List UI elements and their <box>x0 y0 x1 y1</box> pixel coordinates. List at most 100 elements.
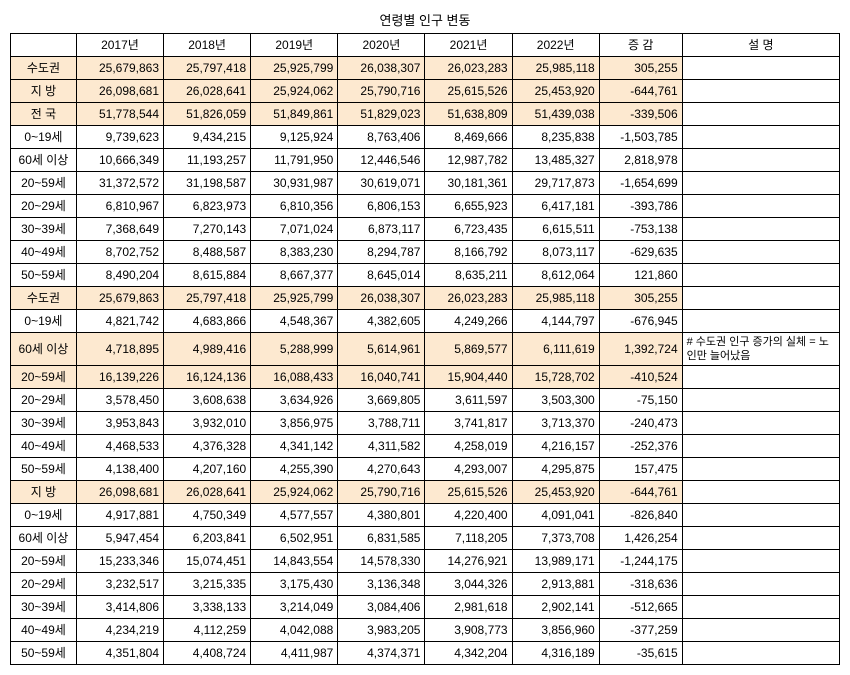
cell-value: 8,702,752 <box>76 241 163 264</box>
cell-value: 7,118,205 <box>425 527 512 550</box>
population-table: 2017년 2018년 2019년 2020년 2021년 2022년 증 감 … <box>10 33 840 665</box>
cell-value: 6,615,511 <box>512 218 599 241</box>
row-label: 20~59세 <box>11 366 77 389</box>
cell-diff: -826,840 <box>599 504 682 527</box>
cell-value: 8,294,787 <box>338 241 425 264</box>
cell-value: 8,166,792 <box>425 241 512 264</box>
cell-note: # 수도권 인구 증가의 실체 = 노인만 늘어났음 <box>682 333 839 366</box>
cell-value: 3,136,348 <box>338 573 425 596</box>
cell-diff: 2,818,978 <box>599 149 682 172</box>
table-row: 40~49세4,234,2194,112,2594,042,0883,983,2… <box>11 619 840 642</box>
cell-value: 8,235,838 <box>512 126 599 149</box>
row-label: 20~59세 <box>11 550 77 573</box>
table-row: 0~19세4,821,7424,683,8664,548,3674,382,60… <box>11 310 840 333</box>
row-label: 지 방 <box>11 481 77 504</box>
cell-value: 25,985,118 <box>512 57 599 80</box>
cell-note <box>682 149 839 172</box>
table-row: 수도권25,679,86325,797,41825,925,79926,038,… <box>11 57 840 80</box>
table-row: 20~29세6,810,9676,823,9736,810,3566,806,1… <box>11 195 840 218</box>
cell-value: 8,488,587 <box>164 241 251 264</box>
cell-value: 25,679,863 <box>76 287 163 310</box>
cell-value: 6,823,973 <box>164 195 251 218</box>
row-label: 20~29세 <box>11 195 77 218</box>
cell-note <box>682 366 839 389</box>
header-year: 2022년 <box>512 34 599 57</box>
cell-value: 25,925,799 <box>251 287 338 310</box>
cell-value: 26,038,307 <box>338 57 425 80</box>
cell-value: 3,856,975 <box>251 412 338 435</box>
cell-diff: 121,860 <box>599 264 682 287</box>
cell-value: 5,288,999 <box>251 333 338 366</box>
cell-value: 4,376,328 <box>164 435 251 458</box>
header-year: 2020년 <box>338 34 425 57</box>
cell-value: 4,295,875 <box>512 458 599 481</box>
table-row: 20~29세3,578,4503,608,6383,634,9263,669,8… <box>11 389 840 412</box>
cell-value: 4,255,390 <box>251 458 338 481</box>
cell-value: 6,810,967 <box>76 195 163 218</box>
cell-value: 26,023,283 <box>425 287 512 310</box>
cell-diff: -644,761 <box>599 80 682 103</box>
cell-value: 3,215,335 <box>164 573 251 596</box>
cell-value: 4,216,157 <box>512 435 599 458</box>
table-row: 20~59세16,139,22616,124,13616,088,43316,0… <box>11 366 840 389</box>
cell-value: 4,316,189 <box>512 642 599 665</box>
row-label: 60세 이상 <box>11 527 77 550</box>
header-note: 설 명 <box>682 34 839 57</box>
cell-diff: -629,635 <box>599 241 682 264</box>
cell-value: 3,856,960 <box>512 619 599 642</box>
cell-value: 3,611,597 <box>425 389 512 412</box>
cell-value: 7,373,708 <box>512 527 599 550</box>
cell-value: 4,270,643 <box>338 458 425 481</box>
cell-note <box>682 57 839 80</box>
cell-value: 15,904,440 <box>425 366 512 389</box>
cell-value: 31,372,572 <box>76 172 163 195</box>
cell-value: 6,502,951 <box>251 527 338 550</box>
cell-value: 3,908,773 <box>425 619 512 642</box>
cell-value: 16,040,741 <box>338 366 425 389</box>
cell-value: 13,989,171 <box>512 550 599 573</box>
cell-value: 25,615,526 <box>425 481 512 504</box>
cell-note <box>682 527 839 550</box>
cell-value: 8,612,064 <box>512 264 599 287</box>
cell-value: 3,338,133 <box>164 596 251 619</box>
cell-value: 25,797,418 <box>164 57 251 80</box>
cell-value: 3,669,805 <box>338 389 425 412</box>
cell-value: 3,788,711 <box>338 412 425 435</box>
cell-value: 25,924,062 <box>251 481 338 504</box>
table-row: 30~39세3,953,8433,932,0103,856,9753,788,7… <box>11 412 840 435</box>
table-row: 지 방26,098,68126,028,64125,924,06225,790,… <box>11 481 840 504</box>
table-row: 20~29세3,232,5173,215,3353,175,4303,136,3… <box>11 573 840 596</box>
cell-value: 4,750,349 <box>164 504 251 527</box>
cell-value: 4,468,533 <box>76 435 163 458</box>
cell-value: 14,276,921 <box>425 550 512 573</box>
cell-value: 4,374,371 <box>338 642 425 665</box>
cell-diff: 1,392,724 <box>599 333 682 366</box>
cell-note <box>682 287 839 310</box>
cell-value: 3,953,843 <box>76 412 163 435</box>
cell-note <box>682 389 839 412</box>
cell-value: 25,453,920 <box>512 481 599 504</box>
cell-note <box>682 218 839 241</box>
cell-value: 5,614,961 <box>338 333 425 366</box>
cell-value: 4,917,881 <box>76 504 163 527</box>
row-label: 수도권 <box>11 57 77 80</box>
cell-value: 6,203,841 <box>164 527 251 550</box>
cell-value: 51,439,038 <box>512 103 599 126</box>
cell-value: 4,138,400 <box>76 458 163 481</box>
cell-diff: -753,138 <box>599 218 682 241</box>
cell-value: 4,683,866 <box>164 310 251 333</box>
cell-value: 4,234,219 <box>76 619 163 642</box>
cell-value: 8,469,666 <box>425 126 512 149</box>
row-label: 30~39세 <box>11 412 77 435</box>
table-row: 50~59세4,351,8044,408,7244,411,9874,374,3… <box>11 642 840 665</box>
table-row: 20~59세31,372,57231,198,58730,931,98730,6… <box>11 172 840 195</box>
row-label: 20~29세 <box>11 573 77 596</box>
cell-value: 25,790,716 <box>338 481 425 504</box>
cell-value: 8,615,884 <box>164 264 251 287</box>
cell-note <box>682 550 839 573</box>
cell-note <box>682 458 839 481</box>
cell-value: 4,042,088 <box>251 619 338 642</box>
row-label: 50~59세 <box>11 458 77 481</box>
cell-value: 3,983,205 <box>338 619 425 642</box>
cell-value: 8,635,211 <box>425 264 512 287</box>
